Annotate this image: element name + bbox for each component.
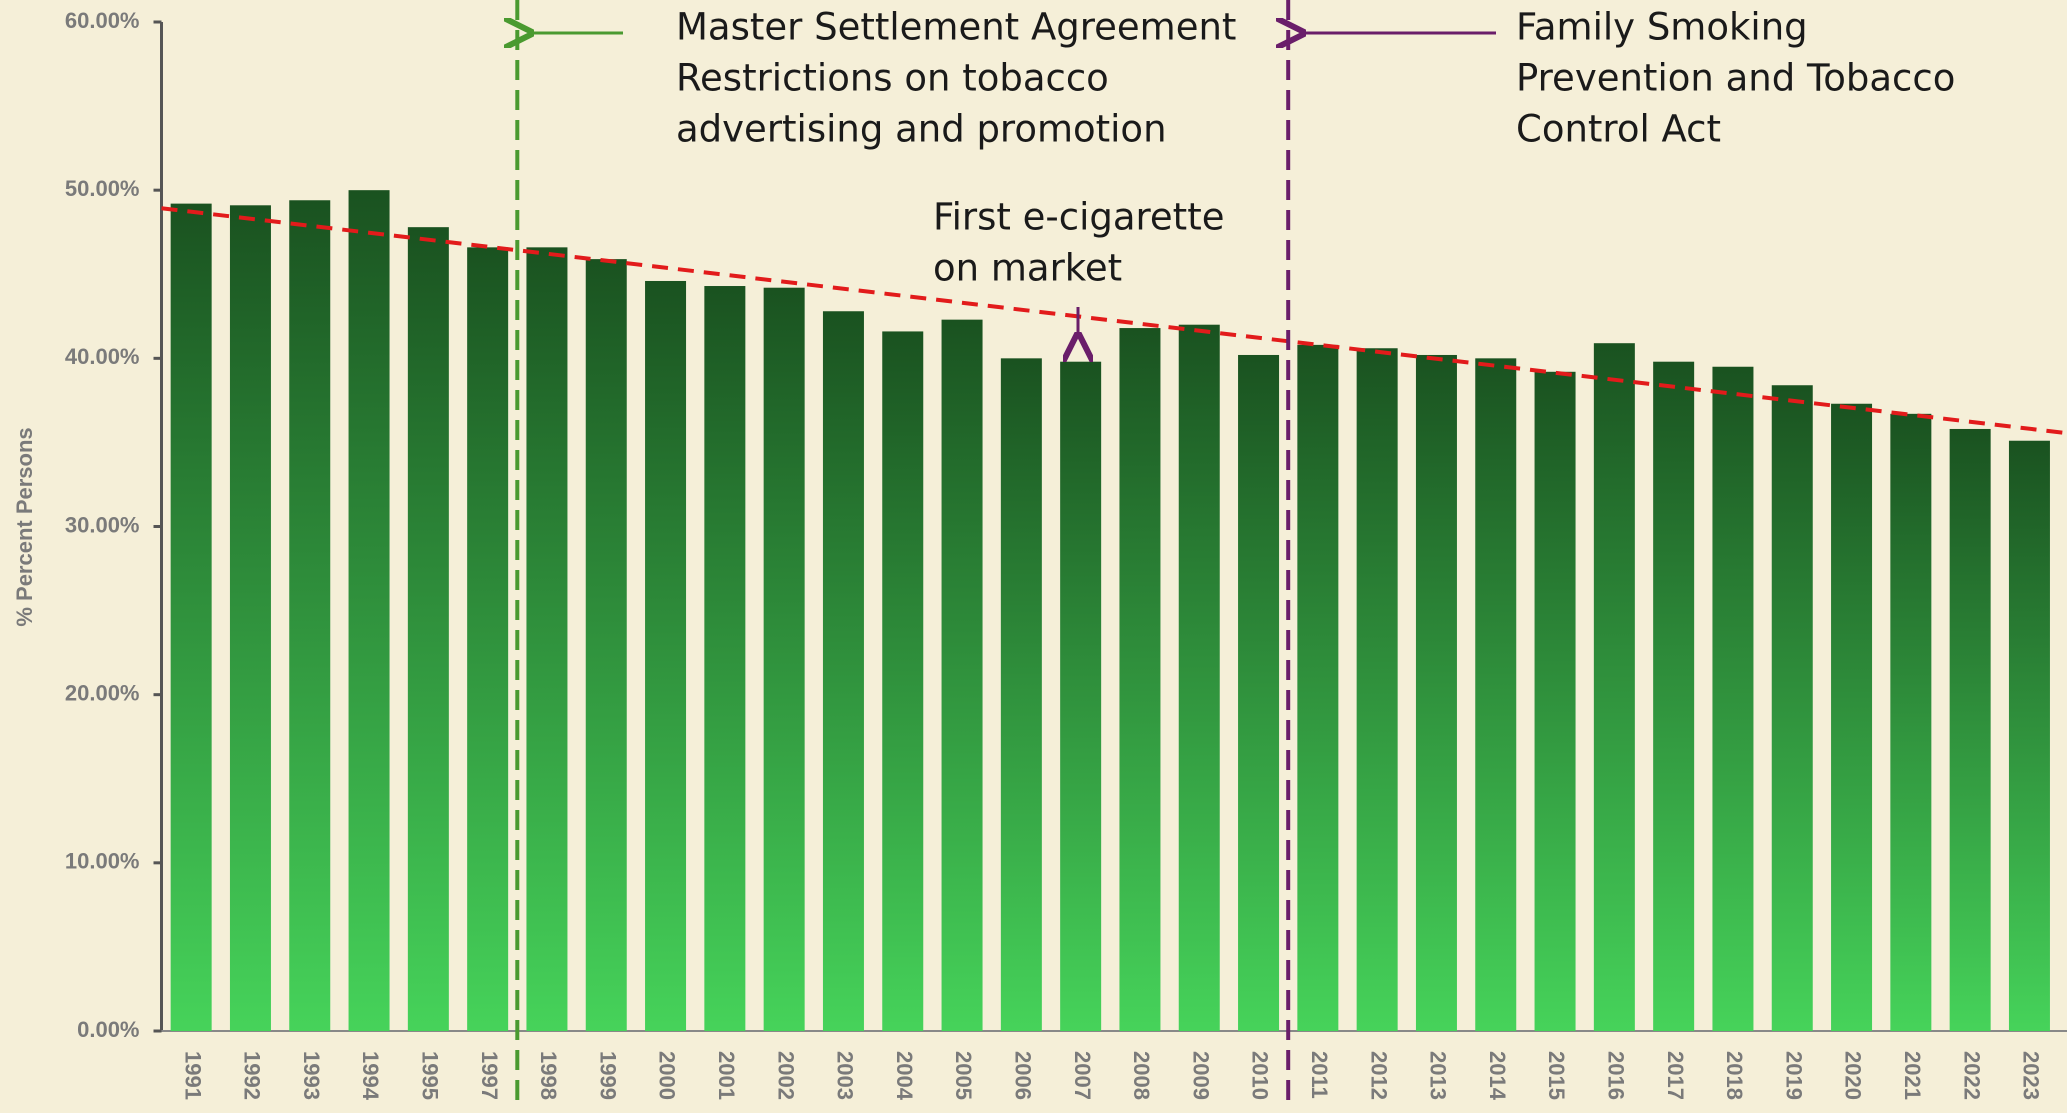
x-tick-label: 2013: [1426, 1051, 1451, 1100]
x-tick-label: 2018: [1722, 1051, 1747, 1100]
bar: [1297, 344, 1339, 1031]
x-tick-label: 1998: [536, 1051, 561, 1100]
annotation-text: Family Smoking: [1516, 6, 1808, 49]
bar: [882, 331, 924, 1032]
x-tick-label: 2019: [1781, 1051, 1806, 1100]
bar: [1593, 343, 1635, 1031]
x-tick-label: 2009: [1188, 1051, 1213, 1100]
bar: [1712, 366, 1754, 1031]
x-tick-label: 2004: [892, 1051, 917, 1101]
x-tick-label: 1995: [418, 1051, 443, 1100]
x-tick-label: 2014: [1485, 1051, 1510, 1101]
bar: [1949, 428, 1991, 1031]
y-tick-label: 50.00%: [65, 176, 140, 201]
bar: [645, 280, 687, 1031]
bar: [1771, 385, 1813, 1031]
x-tick-label: 2017: [1663, 1051, 1688, 1100]
x-tick-label: 2005: [951, 1051, 976, 1100]
y-tick-label: 60.00%: [65, 8, 140, 33]
x-tick-label: 2000: [655, 1051, 680, 1100]
bar: [822, 311, 864, 1031]
x-tick-label: 1999: [595, 1051, 620, 1100]
bar: [1000, 358, 1042, 1031]
bar: [170, 203, 212, 1031]
y-tick-label: 20.00%: [65, 680, 140, 705]
y-axis-title: % Percent Persons: [12, 427, 37, 626]
bar: [289, 200, 331, 1032]
annotation-text: First e-cigarette: [933, 196, 1224, 239]
bar: [2008, 440, 2050, 1031]
y-tick-label: 0.00%: [77, 1017, 139, 1042]
x-tick-label: 2003: [833, 1051, 858, 1100]
bar: [763, 287, 805, 1031]
bar: [1060, 361, 1102, 1031]
bar: [1890, 413, 1932, 1031]
annotation-text: Prevention and Tobacco: [1516, 57, 1955, 100]
x-tick-label: 2007: [1070, 1051, 1095, 1100]
bar: [704, 286, 746, 1031]
bar: [229, 205, 271, 1032]
bar: [526, 247, 568, 1032]
x-tick-label: 1991: [180, 1051, 205, 1100]
bar: [1178, 324, 1220, 1031]
y-tick-label: 40.00%: [65, 344, 140, 369]
y-tick-label: 10.00%: [65, 849, 140, 874]
x-tick-label: 2010: [1248, 1051, 1273, 1100]
bar: [1356, 348, 1398, 1031]
x-tick-label: 2002: [773, 1051, 798, 1100]
bar: [1119, 328, 1161, 1031]
x-tick-label: 2021: [1900, 1051, 1925, 1100]
x-tick-label: 1997: [477, 1051, 502, 1100]
bar: [941, 319, 983, 1031]
bar: [348, 190, 390, 1031]
annotation-text: Restrictions on tobacco: [676, 57, 1109, 100]
x-tick-label: 2015: [1544, 1051, 1569, 1100]
x-tick-label: 2012: [1366, 1051, 1391, 1100]
x-tick-label: 2006: [1011, 1051, 1036, 1100]
x-tick-label: 1992: [240, 1051, 265, 1100]
trendline: [161, 206, 2067, 436]
x-tick-label: 2011: [1307, 1051, 1332, 1099]
bar: [1653, 361, 1695, 1031]
bar: [1238, 354, 1280, 1032]
x-tick-label: 1994: [358, 1051, 383, 1101]
y-tick-label: 30.00%: [65, 512, 140, 537]
annotation-text: Control Act: [1516, 108, 1721, 151]
annotation-text: Master Settlement Agreement: [676, 6, 1236, 49]
x-tick-label: 2008: [1129, 1051, 1154, 1100]
bar: [1415, 354, 1457, 1032]
annotation-text: on market: [933, 247, 1122, 290]
x-tick-label: 2001: [714, 1051, 739, 1100]
bar: [1534, 371, 1576, 1032]
bar: [467, 247, 509, 1032]
x-tick-label: 2016: [1604, 1051, 1629, 1100]
annotation-text: advertising and promotion: [676, 108, 1167, 151]
x-tick-label: 2020: [1841, 1051, 1866, 1100]
x-tick-label: 2023: [2019, 1051, 2044, 1100]
bar: [407, 227, 449, 1031]
bar: [1831, 403, 1873, 1031]
bar: [1475, 358, 1517, 1031]
bar: [585, 259, 627, 1031]
x-tick-label: 1993: [299, 1051, 324, 1100]
x-tick-label: 2022: [1959, 1051, 1984, 1100]
